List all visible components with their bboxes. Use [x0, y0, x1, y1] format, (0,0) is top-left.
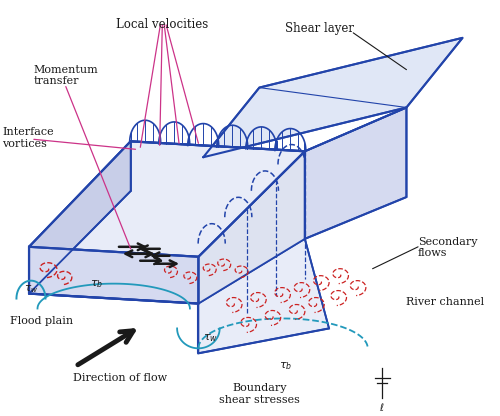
- Text: Momentum
transfer: Momentum transfer: [34, 65, 98, 86]
- Text: $\tau_b$: $\tau_b$: [90, 278, 104, 290]
- Text: Flood plain: Flood plain: [10, 317, 73, 327]
- Text: Boundary
shear stresses: Boundary shear stresses: [219, 383, 300, 405]
- Text: $\tau_w$: $\tau_w$: [204, 332, 218, 344]
- Text: Shear layer: Shear layer: [285, 22, 354, 35]
- Text: River channel: River channel: [406, 297, 484, 307]
- Polygon shape: [198, 151, 305, 304]
- Polygon shape: [305, 107, 406, 239]
- Text: $\tau_b$: $\tau_b$: [279, 360, 292, 372]
- Text: $\tau_w$: $\tau_w$: [24, 283, 38, 295]
- Polygon shape: [29, 141, 305, 257]
- Polygon shape: [29, 141, 130, 294]
- Polygon shape: [198, 239, 329, 353]
- Polygon shape: [203, 38, 462, 157]
- Text: Interface
vortices: Interface vortices: [2, 127, 54, 149]
- Text: Direction of flow: Direction of flow: [72, 373, 166, 383]
- Polygon shape: [29, 247, 198, 304]
- Text: Local velocities: Local velocities: [116, 18, 208, 31]
- Text: Secondary
flows: Secondary flows: [418, 237, 478, 258]
- Text: $\ell$: $\ell$: [380, 401, 385, 413]
